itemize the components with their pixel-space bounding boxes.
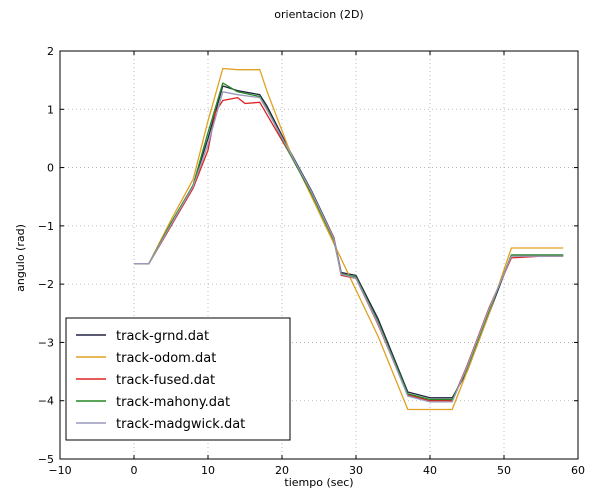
y-tick-label: −5 bbox=[38, 453, 54, 466]
x-tick-label: 60 bbox=[571, 464, 585, 477]
series-lines bbox=[134, 67, 564, 411]
y-axis-label: angulo (rad) bbox=[14, 224, 27, 292]
x-tick-label: −10 bbox=[48, 464, 71, 477]
x-tick-label: 0 bbox=[131, 464, 138, 477]
legend-label-0: track-grnd.dat bbox=[116, 329, 209, 344]
y-tick-label: 1 bbox=[47, 103, 54, 116]
y-tick-label: −3 bbox=[38, 336, 54, 349]
legend: track-grnd.dat track-odom.dat track-fused.… bbox=[65, 317, 291, 441]
x-tick-label: 30 bbox=[349, 464, 363, 477]
y-tick-label: 0 bbox=[47, 162, 54, 175]
series-line-1 bbox=[134, 67, 564, 411]
chart-title: orientacion (2D) bbox=[274, 8, 363, 21]
x-tick-label: 40 bbox=[423, 464, 437, 477]
x-tick-label: 10 bbox=[201, 464, 215, 477]
series-line-4 bbox=[134, 91, 564, 403]
y-tick-label: 2 bbox=[47, 45, 54, 58]
x-axis-label: tiempo (sec) bbox=[284, 476, 353, 489]
x-tick-label: 20 bbox=[275, 464, 289, 477]
x-axis-ticks: −10 0 10 20 30 40 50 60 bbox=[48, 51, 585, 477]
x-tick-label: 50 bbox=[497, 464, 511, 477]
y-tick-label: −2 bbox=[38, 278, 54, 291]
legend-label-2: track-fused.dat bbox=[116, 373, 215, 388]
y-tick-label: −1 bbox=[38, 220, 54, 233]
legend-label-3: track-mahony.dat bbox=[116, 395, 230, 410]
plot-frame bbox=[59, 50, 579, 460]
legend-label-1: track-odom.dat bbox=[116, 351, 216, 366]
y-axis-ticks: −5 −4 −3 −2 −1 0 1 2 bbox=[38, 45, 578, 466]
legend-label-4: track-madgwick.dat bbox=[116, 417, 245, 432]
y-tick-label: −4 bbox=[38, 395, 54, 408]
